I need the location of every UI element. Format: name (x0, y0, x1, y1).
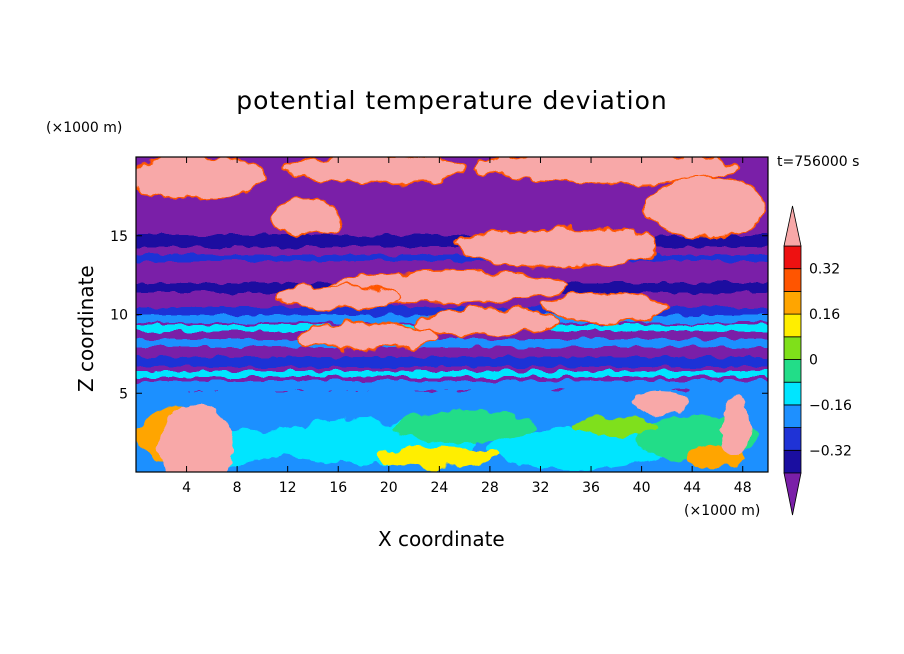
contour-blob (376, 447, 496, 467)
colorbar: 0.32 0.16 0 −0.16 −0.32 (783, 205, 852, 516)
x-tick-label: 36 (582, 480, 600, 496)
colorbar-min-arrow (783, 472, 802, 516)
boundary-layer (136, 389, 768, 472)
warm-cloud (295, 322, 437, 352)
x-tick-label: 24 (430, 480, 448, 496)
x-tick-label: 16 (329, 480, 347, 496)
x-tick-label: 48 (734, 480, 752, 496)
x-tick-label: 28 (481, 480, 499, 496)
x-tick-label: 12 (279, 480, 297, 496)
warm-plume (633, 390, 689, 414)
warm-plume (722, 397, 750, 457)
time-label: t=756000 s (777, 154, 860, 170)
colorbar-max-arrow (783, 205, 802, 247)
y-axis-unit: (×1000 m) (46, 120, 123, 136)
colorbar-segment (783, 427, 802, 451)
y-tick-label: 10 (110, 308, 128, 324)
contour-band (136, 235, 768, 247)
x-tick-label: 20 (380, 480, 398, 496)
colorbar-segment (783, 290, 802, 315)
contour-blob (486, 429, 666, 469)
x-ticks: 4 8 12 16 20 24 28 32 36 40 44 48 (182, 157, 752, 496)
warm-cloud (645, 176, 767, 238)
x-tick-label: 40 (633, 480, 651, 496)
warm-cloud (270, 198, 342, 236)
contour-band (136, 381, 768, 391)
colorbar-segment (783, 359, 802, 383)
x-axis-unit: (×1000 m) (684, 503, 761, 519)
colorbar-segment (783, 404, 802, 428)
colorbar-label: −0.16 (809, 398, 852, 414)
colorbar-segment (783, 268, 802, 292)
warm-cloud (545, 292, 667, 322)
warm-cloud (455, 226, 657, 268)
warm-cloud (285, 157, 467, 184)
x-tick-label: 4 (182, 480, 191, 496)
x-axis-label: X coordinate (378, 527, 505, 551)
colorbar-segment (783, 336, 802, 360)
warm-cloud (136, 157, 267, 200)
chart-title: potential temperature deviation (236, 86, 668, 115)
colorbar-label: 0.32 (809, 262, 840, 278)
x-tick-label: 8 (233, 480, 242, 496)
contour-band (136, 357, 768, 367)
colorbar-label: 0 (809, 353, 818, 369)
contour-blob (576, 417, 656, 437)
y-ticks: 5 10 15 (110, 229, 768, 402)
warm-cloud (475, 157, 737, 184)
warm-plume (158, 405, 234, 472)
contour-blob (396, 411, 536, 443)
warm-cloud (415, 307, 557, 337)
x-tick-label: 44 (683, 480, 701, 496)
colorbar-segment (783, 449, 802, 474)
contour-band (136, 339, 768, 347)
colorbar-label: −0.32 (809, 443, 852, 459)
warm-anomalies (136, 157, 767, 352)
contour-field (136, 157, 768, 472)
colorbar-label: 0.16 (809, 307, 840, 323)
colorbar-segment (783, 313, 802, 338)
contour-band (136, 371, 768, 377)
y-tick-label: 5 (119, 386, 128, 402)
colorbar-segment (783, 245, 802, 270)
contour-band (136, 255, 768, 261)
x-tick-label: 32 (532, 480, 550, 496)
y-tick-label: 15 (110, 229, 128, 245)
warm-cloud (275, 284, 397, 310)
colorbar-segment (783, 381, 802, 406)
